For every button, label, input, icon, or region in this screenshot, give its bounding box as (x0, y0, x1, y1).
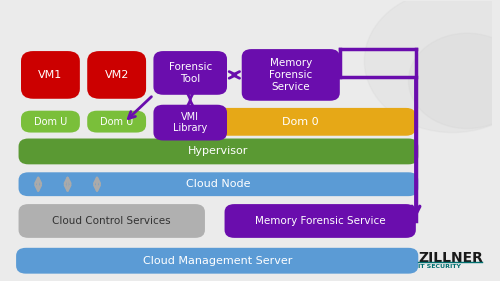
FancyBboxPatch shape (21, 51, 80, 99)
FancyBboxPatch shape (87, 111, 146, 133)
Text: Hypervisor: Hypervisor (188, 146, 248, 157)
FancyBboxPatch shape (224, 204, 416, 238)
Text: IT SECURITY: IT SECURITY (418, 264, 462, 269)
Text: Memory
Forensic
Service: Memory Forensic Service (269, 58, 312, 92)
Text: Cloud Control Services: Cloud Control Services (52, 216, 171, 226)
Text: Dom 0: Dom 0 (282, 117, 319, 127)
Circle shape (364, 0, 500, 133)
Text: Forensic
Tool: Forensic Tool (168, 62, 212, 84)
FancyBboxPatch shape (186, 108, 416, 136)
FancyBboxPatch shape (18, 204, 205, 238)
FancyBboxPatch shape (18, 172, 418, 196)
Text: Dom U: Dom U (34, 117, 67, 127)
Text: ZILLNER: ZILLNER (418, 251, 483, 265)
Text: Memory Forensic Service: Memory Forensic Service (255, 216, 386, 226)
Text: VM1: VM1 (38, 70, 62, 80)
FancyBboxPatch shape (21, 111, 80, 133)
Circle shape (408, 33, 500, 129)
FancyBboxPatch shape (154, 51, 227, 95)
FancyBboxPatch shape (16, 248, 418, 274)
Text: Cloud Management Server: Cloud Management Server (142, 256, 292, 266)
FancyBboxPatch shape (18, 139, 418, 164)
FancyBboxPatch shape (242, 49, 340, 101)
FancyBboxPatch shape (87, 51, 146, 99)
Text: VM2: VM2 (104, 70, 129, 80)
Text: Cloud Node: Cloud Node (186, 179, 250, 189)
Text: Dom U: Dom U (100, 117, 134, 127)
Text: VMI
Library: VMI Library (173, 112, 208, 133)
FancyBboxPatch shape (154, 105, 227, 140)
